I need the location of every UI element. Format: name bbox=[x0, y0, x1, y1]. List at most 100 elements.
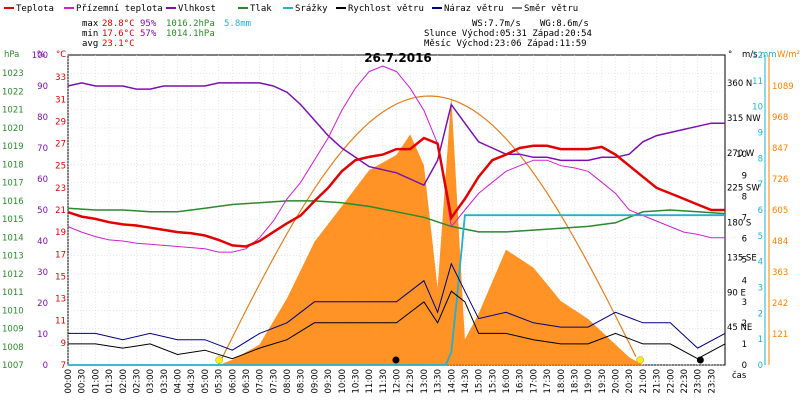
time-tick-label: 07:30 bbox=[269, 369, 279, 394]
series-wind-line bbox=[68, 290, 726, 360]
pct-tick-label: 20 bbox=[37, 299, 48, 309]
hpa-tick-label: 1011 bbox=[2, 288, 24, 298]
time-tick-label: 08:30 bbox=[297, 369, 307, 394]
hpa-tick-label: 1008 bbox=[2, 343, 24, 353]
series-pressure-line bbox=[67, 200, 726, 233]
temp-tick-label: 7 bbox=[61, 361, 66, 371]
rad-tick-label: 121 bbox=[772, 330, 788, 340]
time-tick-label: 17:30 bbox=[543, 369, 553, 394]
time-tick-label: 17:00 bbox=[529, 369, 539, 394]
moonset-marker bbox=[392, 356, 400, 364]
legend-label-smer: Směr větru bbox=[524, 4, 578, 14]
time-tick-label: 06:00 bbox=[228, 369, 238, 394]
ms-tick-label: 1 bbox=[742, 340, 747, 350]
time-tick-label: 06:30 bbox=[242, 369, 252, 394]
mm-tick-label: 11 bbox=[752, 77, 763, 87]
axis-title-deg: ° bbox=[728, 50, 732, 60]
time-tick-label: 03:00 bbox=[146, 369, 156, 394]
temp-tick-label: 15 bbox=[55, 272, 66, 282]
hpa-tick-label: 1021 bbox=[2, 106, 24, 116]
pct-tick-label: 50 bbox=[37, 206, 48, 216]
time-tick-label: 07:00 bbox=[256, 369, 266, 394]
legend-label-srazky: Srážky bbox=[295, 4, 328, 14]
series-gust-line bbox=[68, 262, 726, 351]
legend-label-prizemni: Přízemní teplota bbox=[76, 4, 163, 14]
temp-tick-label: 21 bbox=[55, 206, 66, 216]
chart-title: 26.7.2016 bbox=[364, 51, 432, 65]
dir-tick-label: 45 NE bbox=[727, 323, 752, 333]
time-tick-label: 12:00 bbox=[393, 369, 403, 394]
axis-title-degc: °C bbox=[56, 50, 66, 60]
time-tick-label: 14:00 bbox=[447, 369, 457, 394]
temp-tick-label: 29 bbox=[55, 117, 66, 127]
mm-tick-label: 1 bbox=[758, 335, 763, 345]
mm-tick-label: 8 bbox=[758, 154, 763, 164]
time-tick-label: 15:30 bbox=[488, 369, 498, 394]
time-tick-label: 03:30 bbox=[160, 369, 170, 394]
stats-max-rain: 5.8mm bbox=[224, 19, 251, 29]
time-tick-label: 01:30 bbox=[105, 369, 115, 394]
axis-title-ms: m/s bbox=[742, 50, 758, 60]
time-tick-label: 11:00 bbox=[365, 369, 375, 394]
time-tick-label: 05:00 bbox=[201, 369, 211, 394]
pct-tick-label: 90 bbox=[37, 82, 48, 92]
temp-tick-label: 17 bbox=[55, 250, 66, 260]
ms-tick-label: 0 bbox=[742, 361, 747, 371]
hpa-tick-label: 1019 bbox=[2, 142, 24, 152]
axis-title-time: čas bbox=[732, 370, 747, 381]
legend-label-vlhkost: Vlhkost bbox=[178, 4, 216, 14]
ms-tick-label: 3 bbox=[742, 298, 747, 308]
temp-tick-label: 19 bbox=[55, 228, 66, 238]
dir-tick-label: 270 W bbox=[727, 149, 755, 159]
sunrise-marker bbox=[215, 356, 223, 364]
stats-max-hum: 95% bbox=[140, 19, 157, 29]
mm-tick-label: 2 bbox=[758, 309, 763, 319]
rad-tick-label: 726 bbox=[772, 175, 788, 185]
ms-tick-label: 4 bbox=[742, 277, 747, 287]
time-tick-label: 20:30 bbox=[625, 369, 635, 394]
hpa-tick-label: 1020 bbox=[2, 124, 24, 134]
pct-tick-label: 40 bbox=[37, 237, 48, 247]
time-tick-label: 14:30 bbox=[461, 369, 471, 394]
temp-tick-label: 13 bbox=[55, 295, 66, 305]
time-tick-label: 10:00 bbox=[338, 369, 348, 394]
time-tick-label: 13:30 bbox=[434, 369, 444, 394]
time-tick-label: 04:30 bbox=[187, 369, 197, 394]
temp-tick-label: 33 bbox=[55, 73, 66, 83]
stats-block: max 28.8°C 95% 1016.2hPa 5.8mm min 17.6°… bbox=[82, 19, 592, 49]
stats-min-temp: 17.6°C bbox=[102, 29, 135, 39]
pct-tick-label: 80 bbox=[37, 113, 48, 123]
time-tick-label: 19:30 bbox=[598, 369, 608, 394]
rad-tick-label: 968 bbox=[772, 113, 788, 123]
rad-tick-label: 605 bbox=[772, 206, 788, 216]
time-tick-label: 08:00 bbox=[283, 369, 293, 394]
stats-ws: WS:7.7m/s bbox=[472, 19, 521, 29]
pct-tick-label: 100 bbox=[32, 51, 48, 61]
dir-tick-label: 315 NW bbox=[727, 114, 761, 124]
hpa-tick-label: 1014 bbox=[2, 233, 24, 243]
stats-avg-temp: 23.1°C bbox=[102, 39, 135, 49]
time-tick-label: 01:00 bbox=[91, 369, 101, 394]
stats-min-hum: 57% bbox=[140, 29, 157, 39]
axis-title-hpa: hPa bbox=[4, 50, 19, 60]
stats-moon: Měsíc Východ:23:06 Západ:11:59 bbox=[424, 39, 587, 49]
dir-tick-label: 90 E bbox=[727, 288, 746, 298]
hpa-tick-label: 1023 bbox=[2, 69, 24, 79]
mm-tick-label: 6 bbox=[758, 206, 763, 216]
hpa-tick-label: 1015 bbox=[2, 215, 24, 225]
legend-label-tlak: Tlak bbox=[250, 4, 272, 14]
series-temperature-line bbox=[67, 136, 725, 248]
dir-tick-label: 135 SE bbox=[727, 253, 757, 263]
time-tick-label: 09:00 bbox=[310, 369, 320, 394]
time-tick-label: 00:30 bbox=[78, 369, 88, 394]
legend: Teplota Přízemní teplota Vlhkost Tlak Sr… bbox=[4, 4, 578, 14]
stats-sun: Slunce Východ:05:31 Západ:20:54 bbox=[424, 29, 592, 39]
time-tick-label: 10:30 bbox=[351, 369, 361, 394]
hpa-tick-label: 1012 bbox=[2, 270, 24, 280]
stats-min-press: 1014.1hPa bbox=[166, 29, 215, 39]
mm-tick-label: 12 bbox=[752, 51, 763, 61]
series-ground-temp-line bbox=[67, 65, 725, 253]
pct-tick-label: 30 bbox=[37, 268, 48, 278]
temp-tick-label: 27 bbox=[55, 140, 66, 150]
stats-max-label: max bbox=[82, 19, 99, 29]
